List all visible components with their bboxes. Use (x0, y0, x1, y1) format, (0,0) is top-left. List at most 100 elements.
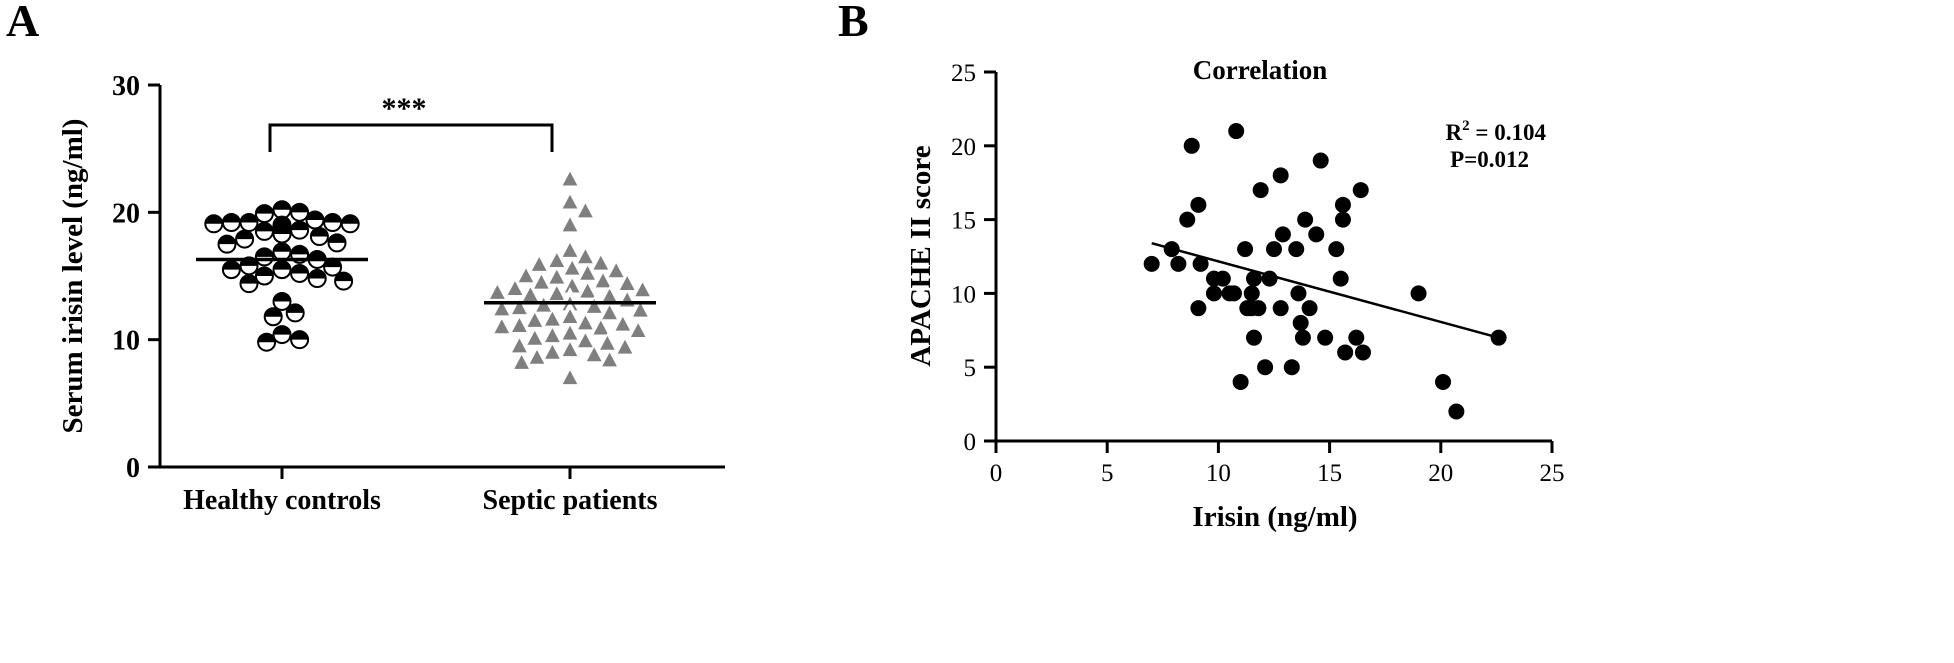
correlation-point (1143, 255, 1160, 272)
correlation-point (1257, 359, 1274, 376)
septic-patient-point (509, 297, 530, 316)
correlation-point (1308, 226, 1325, 243)
septic-patient-point (575, 246, 596, 265)
panel-b-y-axis-label: APACHE II score (905, 145, 937, 366)
panel-a-y-ticks: 0 10 20 30 (112, 71, 160, 484)
correlation-point (1245, 270, 1262, 287)
healthy-control-marker-fill (273, 326, 291, 335)
healthy-control-marker-fill (308, 250, 326, 260)
panel-b-y-tick-label: 20 (951, 134, 976, 161)
healthy-control-point (290, 263, 310, 283)
panel-a-medians (196, 257, 656, 305)
healthy-control-point (254, 204, 274, 224)
healthy-control-point (221, 260, 241, 280)
correlation-point (1214, 270, 1231, 287)
healthy-control-point (254, 266, 274, 286)
correlation-point (1274, 226, 1291, 243)
septic-patient-point (492, 298, 512, 317)
healthy-control-marker-fill (236, 230, 254, 240)
correlation-point (1272, 167, 1289, 184)
septic-patient-point (516, 265, 536, 284)
healthy-control-marker-fill (258, 333, 276, 343)
healthy-control-marker-fill (218, 235, 236, 245)
healthy-control-point (235, 229, 255, 249)
panel-a: A 0 10 20 30 Healthy controls Septic patient… (6, 0, 725, 516)
panel-b-x-tick-label: 5 (1101, 460, 1114, 487)
correlation-point (1205, 285, 1222, 302)
healthy-control-marker-fill (240, 214, 258, 223)
healthy-control-point (272, 260, 292, 280)
correlation-point (1179, 211, 1196, 228)
correlation-point (1312, 152, 1329, 169)
correlation-point (1190, 196, 1207, 213)
r-squared-value: = 0.104 (1470, 120, 1547, 145)
septic-patient-point (560, 322, 580, 341)
correlation-point (1250, 300, 1267, 317)
healthy-control-marker-fill (255, 267, 273, 276)
healthy-control-point (290, 202, 310, 222)
septic-patient-point (531, 271, 552, 291)
septic-patient-point (542, 325, 563, 344)
healthy-control-marker-fill (240, 275, 258, 284)
healthy-control-marker-fill (291, 221, 309, 231)
healthy-control-point (239, 213, 259, 233)
correlation-point (1354, 344, 1371, 361)
panel-b-x-tick-label: 15 (1317, 460, 1342, 487)
correlation-point (1292, 314, 1309, 331)
panel-b-x-axis-label: Irisin (ng/ml) (1192, 501, 1357, 533)
correlation-point (1261, 270, 1278, 287)
correlation-point (1448, 403, 1465, 420)
healthy-control-marker-fill (286, 304, 304, 313)
septic-patient-point (560, 367, 580, 386)
healthy-control-point (221, 213, 241, 233)
panel-b-label: B (838, 0, 869, 46)
healthy-control-marker-fill (291, 203, 309, 213)
healthy-control-marker-fill (264, 308, 282, 317)
healthy-control-point (340, 214, 360, 234)
healthy-control-marker-fill (328, 234, 346, 243)
septic-patient-point (630, 299, 651, 319)
septic-patient-point (599, 349, 620, 368)
healthy-control-point (272, 291, 292, 311)
panel-b-trendline-group (1151, 242, 1499, 339)
septic-patient-point (584, 344, 604, 363)
healthy-control-point (204, 214, 224, 234)
correlation-point (1332, 270, 1349, 287)
septic-patient-point (560, 168, 580, 187)
healthy-control-point (285, 303, 305, 323)
healthy-control-point (263, 307, 283, 327)
healthy-control-marker-fill (273, 201, 291, 210)
correlation-point (1352, 182, 1369, 199)
healthy-control-point (254, 247, 274, 267)
panel-a-x-ticks: Healthy controls Septic patients (183, 467, 658, 516)
correlation-point (1288, 241, 1305, 258)
correlation-point (1328, 241, 1345, 258)
correlation-point (1297, 211, 1314, 228)
correlation-point (1290, 285, 1307, 302)
healthy-control-point (272, 224, 292, 244)
septic-patient-point (575, 330, 596, 349)
correlation-point (1334, 196, 1351, 213)
healthy-control-point (309, 227, 329, 247)
panel-a-y-tick-label: 10 (112, 326, 140, 357)
septic-patient-point (615, 336, 635, 356)
significance-bracket (268, 123, 554, 152)
septic-patient-point (560, 191, 580, 210)
septic-patient-point (591, 252, 611, 271)
septic-patient-point (525, 327, 545, 347)
healthy-control-marker-fill (324, 214, 342, 223)
healthy-control-point (272, 325, 292, 345)
healthy-control-point (327, 233, 347, 253)
panel-b: B 0 5 10 15 20 25 0 5 10 15 20 25 Correlation Iris… (838, 0, 1565, 533)
healthy-control-point (217, 234, 237, 254)
correlation-point (1225, 285, 1242, 302)
healthy-control-marker-fill (222, 214, 240, 223)
septic-patient-point (560, 240, 580, 259)
healthy-control-marker-fill (255, 222, 273, 232)
correlation-point (1252, 182, 1269, 199)
panel-a-label: A (6, 0, 39, 46)
septic-patient-point (547, 266, 567, 285)
correlation-point (1190, 300, 1207, 317)
healthy-control-marker-fill (255, 248, 273, 257)
septic-patient-point (599, 285, 620, 305)
